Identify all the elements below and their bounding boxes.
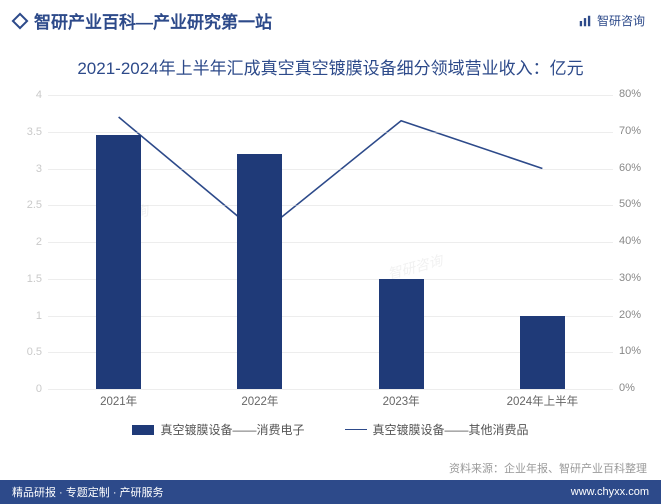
y-left-tick: 0.5 xyxy=(27,346,48,358)
legend-swatch-bar-icon xyxy=(132,425,154,435)
header-left: 智研产业百科—产业研究第一站 xyxy=(14,8,272,33)
diamond-icon xyxy=(12,12,29,29)
source-text: 资料来源：企业年报、智研产业百科整理 xyxy=(449,460,647,476)
y-right-tick: 10% xyxy=(613,345,641,357)
y-left-tick: 1 xyxy=(36,310,48,322)
header: 智研产业百科—产业研究第一站 智研咨询 xyxy=(0,0,661,40)
gridline: 4 xyxy=(48,95,613,96)
x-axis-label: 2022年 xyxy=(241,393,278,409)
y-right-tick: 0% xyxy=(613,382,635,394)
legend-label-line: 真空镀膜设备——其他消费品 xyxy=(373,421,529,438)
y-right-tick: 40% xyxy=(613,235,641,247)
bar xyxy=(96,135,141,389)
footer-bar: 精品研报 · 专题定制 · 产研服务 www.chyxx.com xyxy=(0,480,661,504)
gridline: 0 xyxy=(48,389,613,390)
y-left-tick: 0 xyxy=(36,383,48,395)
plot-area: 智研咨询 智研咨询 00.511.522.533.540%10%20%30%40… xyxy=(48,95,613,389)
x-axis-label: 2021年 xyxy=(100,393,137,409)
y-right-tick: 50% xyxy=(613,198,641,210)
legend-label-bars: 真空镀膜设备——消费电子 xyxy=(160,421,304,438)
y-left-tick: 2 xyxy=(36,236,48,248)
chart-title: 2021-2024年上半年汇成真空真空镀膜设备细分领域营业收入：亿元 xyxy=(0,40,661,87)
y-right-tick: 70% xyxy=(613,125,641,137)
bar xyxy=(379,279,424,389)
y-left-tick: 4 xyxy=(36,89,48,101)
gridline: 3.5 xyxy=(48,132,613,133)
brand-label: 智研咨询 xyxy=(597,12,645,29)
y-left-tick: 2.5 xyxy=(27,199,48,211)
y-left-tick: 3.5 xyxy=(27,126,48,138)
page-title: 智研产业百科—产业研究第一站 xyxy=(34,8,272,33)
y-right-tick: 80% xyxy=(613,88,641,100)
y-right-tick: 20% xyxy=(613,309,641,321)
x-axis-label: 2024年上半年 xyxy=(507,393,579,409)
footer-left: 精品研报 · 专题定制 · 产研服务 xyxy=(12,484,164,500)
chart-area: 智研咨询 智研咨询 00.511.522.533.540%10%20%30%40… xyxy=(0,87,661,417)
legend-item-bars: 真空镀膜设备——消费电子 xyxy=(132,421,304,438)
legend-item-line: 真空镀膜设备——其他消费品 xyxy=(345,421,529,438)
chart-card: 智研产业百科—产业研究第一站 智研咨询 2021-2024年上半年汇成真空真空镀… xyxy=(0,0,661,504)
y-left-tick: 3 xyxy=(36,163,48,175)
y-left-tick: 1.5 xyxy=(27,273,48,285)
bar xyxy=(520,316,565,390)
legend-swatch-line-icon xyxy=(345,429,367,430)
y-right-tick: 30% xyxy=(613,272,641,284)
bar xyxy=(237,154,282,389)
x-axis-label: 2023年 xyxy=(383,393,420,409)
footer-right: www.chyxx.com xyxy=(571,486,649,498)
brand-badge: 智研咨询 xyxy=(578,12,645,29)
legend: 真空镀膜设备——消费电子 真空镀膜设备——其他消费品 xyxy=(0,417,661,438)
y-right-tick: 60% xyxy=(613,162,641,174)
bar-chart-icon xyxy=(578,14,592,28)
